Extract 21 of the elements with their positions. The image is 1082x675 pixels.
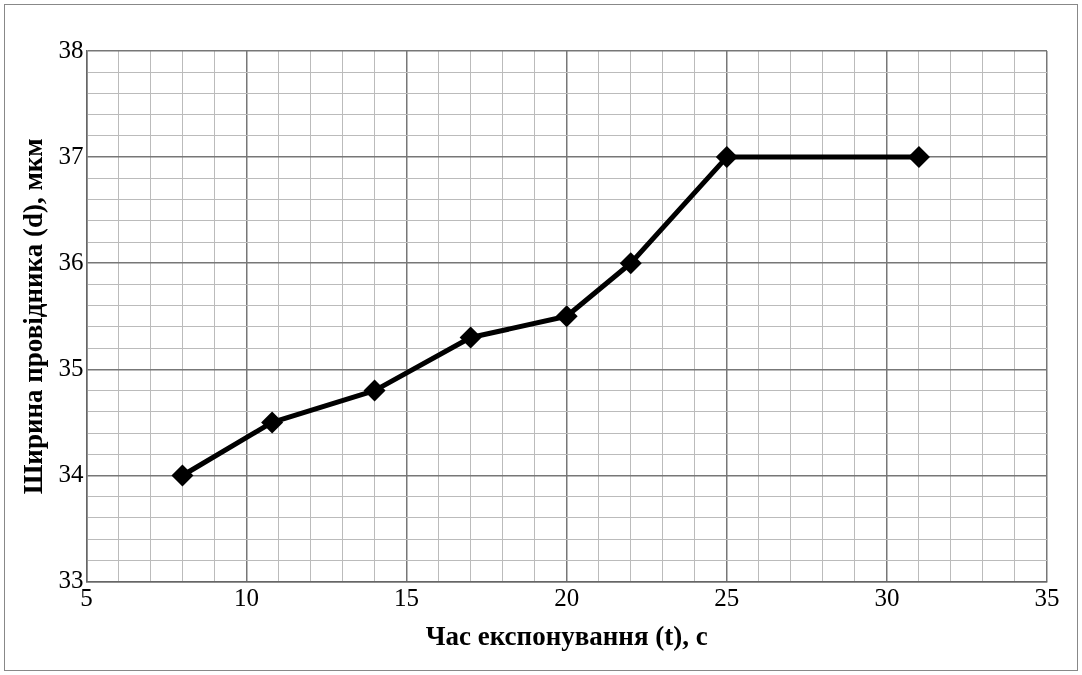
- point: [555, 305, 578, 328]
- point: [715, 146, 738, 169]
- point: [171, 464, 194, 487]
- y-tick-label: 38: [58, 35, 84, 63]
- point: [907, 146, 930, 169]
- y-tick-label: 35: [58, 353, 84, 381]
- y-tick-label: 34: [58, 460, 84, 488]
- y-tick-label: 36: [58, 247, 84, 275]
- x-tick-label: 20: [554, 584, 580, 612]
- x-tick-label: 35: [1034, 584, 1060, 612]
- point: [459, 326, 482, 349]
- x-axis-title: Час експонування (t), с: [425, 620, 708, 651]
- y-tick-label: 37: [58, 141, 84, 169]
- y-axis-title: Ширина провідника (d), мкм: [18, 138, 49, 495]
- x-tick-label: 10: [234, 584, 259, 612]
- point: [261, 411, 284, 434]
- point: [363, 379, 386, 402]
- x-tick-label: 30: [874, 584, 900, 612]
- x-tick-label: 25: [714, 584, 740, 612]
- x-tick-label: 15: [394, 584, 420, 612]
- point: [619, 252, 642, 275]
